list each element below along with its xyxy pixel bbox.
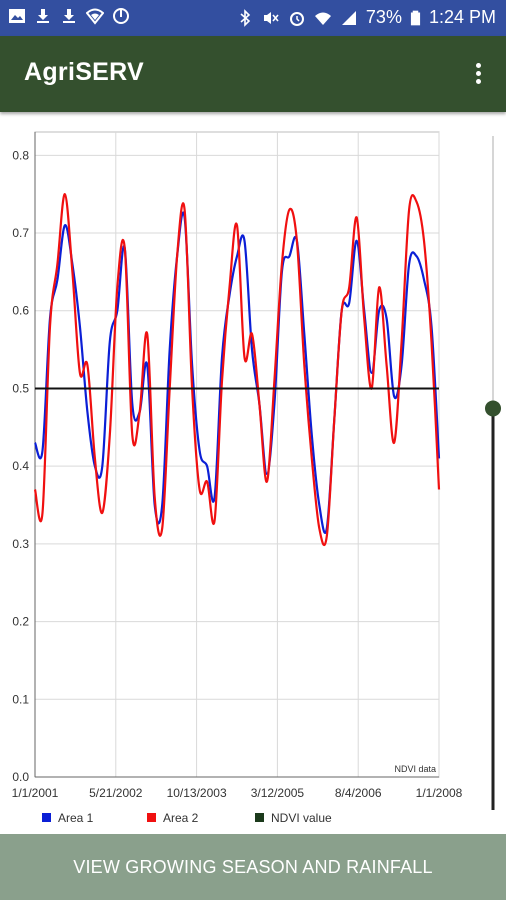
status-bar: 73% 1:24 PM (0, 0, 506, 36)
y-tick-label: 0.3 (12, 537, 29, 551)
alarm-icon (289, 11, 304, 26)
battery-icon (410, 10, 421, 25)
download-icon (37, 9, 49, 23)
wifi-shield-icon (86, 8, 104, 25)
x-tick-label: 10/13/2003 (167, 786, 227, 800)
legend-label-area-1: Area 1 (58, 811, 94, 825)
overflow-menu-icon[interactable] (468, 60, 488, 90)
sync-icon (113, 8, 129, 24)
download-icon-2 (63, 9, 75, 23)
ndvi-threshold-slider-thumb[interactable] (485, 400, 501, 417)
x-tick-label: 5/21/2002 (89, 786, 143, 800)
y-tick-label: 0.0 (12, 770, 29, 784)
system-icons: 73% 1:24 PM (236, 7, 496, 28)
x-tick-label: 8/4/2006 (335, 786, 382, 800)
image-icon (9, 9, 25, 23)
app-title: AgriSERV (24, 58, 145, 86)
area-2-line (33, 193, 441, 547)
legend-swatch-area-2 (147, 813, 156, 822)
ndvi-chart: 0.0 0.1 0.2 0.3 0.4 0.5 0.6 0.7 0.8 1/1/2001 5/21/… (0, 112, 506, 834)
y-tick-label: 0.4 (12, 459, 29, 473)
y-tick-label: 0.1 (12, 692, 29, 706)
x-tick-label: 1/1/2008 (416, 786, 463, 800)
x-tick-label: 3/12/2005 (251, 786, 305, 800)
clock: 1:24 PM (428, 7, 496, 27)
area-1-line (33, 211, 441, 534)
bluetooth-icon (240, 8, 251, 27)
view-growing-season-button[interactable]: VIEW GROWING SEASON AND RAINFALL (0, 834, 506, 900)
wifi-icon (314, 12, 331, 25)
signal-icon (341, 10, 356, 25)
x-tick-label: 1/1/2001 (12, 786, 59, 800)
app-bar: AgriSERV (0, 36, 506, 112)
y-tick-label: 0.7 (12, 226, 29, 240)
legend-label-area-2: Area 2 (163, 811, 199, 825)
legend-swatch-ndvi-value (255, 813, 264, 822)
y-tick-label: 0.2 (12, 615, 29, 629)
legend-swatch-area-1 (42, 813, 51, 822)
chart-annotation: NDVI data (394, 764, 436, 774)
y-tick-label: 0.6 (12, 304, 29, 318)
notification-icons (8, 7, 130, 25)
y-tick-label: 0.8 (12, 148, 29, 162)
mute-icon (263, 11, 279, 24)
battery-percent: 73% (365, 7, 402, 27)
y-tick-label: 0.5 (12, 381, 29, 395)
ndvi-chart-svg: 0.0 0.1 0.2 0.3 0.4 0.5 0.6 0.7 0.8 1/1/2001 5/21/… (12, 131, 501, 825)
legend-label-ndvi-value: NDVI value (271, 811, 332, 825)
